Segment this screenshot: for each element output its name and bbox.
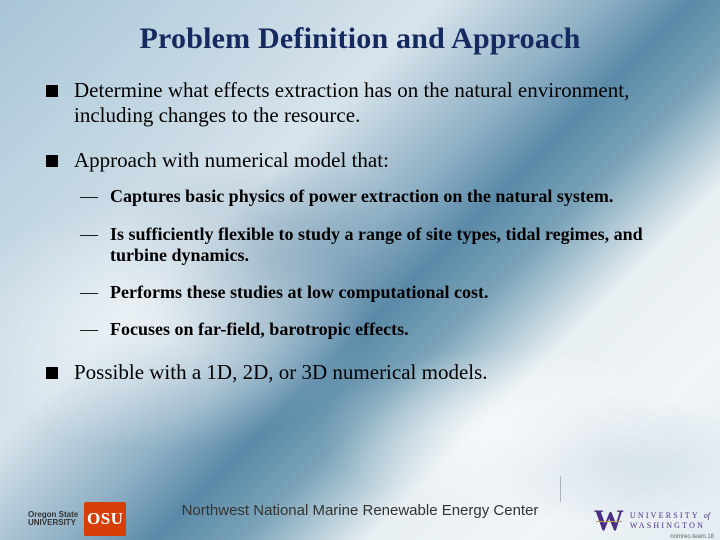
sub-bullet-item: Performs these studies at low computatio… — [74, 282, 676, 303]
osu-block-icon: OSU — [84, 502, 126, 536]
osu-logo: Oregon State UNIVERSITY OSU — [28, 502, 126, 536]
bullet-text: Possible with a 1D, 2D, or 3D numerical … — [74, 360, 488, 384]
bullet-text: Approach with numerical model that: — [74, 148, 389, 172]
uw-w-icon: W — [594, 506, 624, 536]
uw-wordmark: UNIVERSITY of WASHINGTON — [630, 511, 710, 531]
slide-tag: nnmrec-team.18 — [670, 534, 714, 540]
uw-line1: UNIVERSITY of — [630, 511, 710, 521]
bullet-item: Possible with a 1D, 2D, or 3D numerical … — [44, 360, 676, 385]
bullet-text: Determine what effects extraction has on… — [74, 78, 629, 127]
uw-line2: WASHINGTON — [630, 521, 710, 531]
sub-bullet-text: Performs these studies at low computatio… — [110, 282, 488, 302]
sub-bullet-text: Focuses on far-field, barotropic effects… — [110, 319, 409, 339]
sub-bullet-item: Captures basic physics of power extracti… — [74, 186, 676, 207]
sub-bullet-list: Captures basic physics of power extracti… — [74, 186, 676, 340]
bullet-list: Determine what effects extraction has on… — [44, 78, 676, 385]
bullet-item: Determine what effects extraction has on… — [44, 78, 676, 128]
sub-bullet-item: Is sufficiently flexible to study a rang… — [74, 224, 676, 266]
osu-line2: UNIVERSITY — [28, 519, 78, 527]
sub-bullet-item: Focuses on far-field, barotropic effects… — [74, 319, 676, 340]
slide: Problem Definition and Approach Determin… — [0, 0, 720, 540]
uw-logo: W UNIVERSITY of WASHINGTON — [594, 506, 710, 536]
footer-divider — [560, 476, 561, 502]
osu-wordmark: Oregon State UNIVERSITY — [28, 511, 78, 527]
sub-bullet-text: Is sufficiently flexible to study a rang… — [110, 224, 643, 265]
uw-line1b: of — [704, 511, 710, 520]
footer-center-text: Northwest National Marine Renewable Ener… — [182, 502, 539, 519]
slide-title: Problem Definition and Approach — [44, 22, 676, 56]
uw-line1a: UNIVERSITY — [630, 511, 700, 520]
bullet-item: Approach with numerical model that: Capt… — [44, 148, 676, 341]
sub-bullet-text: Captures basic physics of power extracti… — [110, 186, 613, 206]
